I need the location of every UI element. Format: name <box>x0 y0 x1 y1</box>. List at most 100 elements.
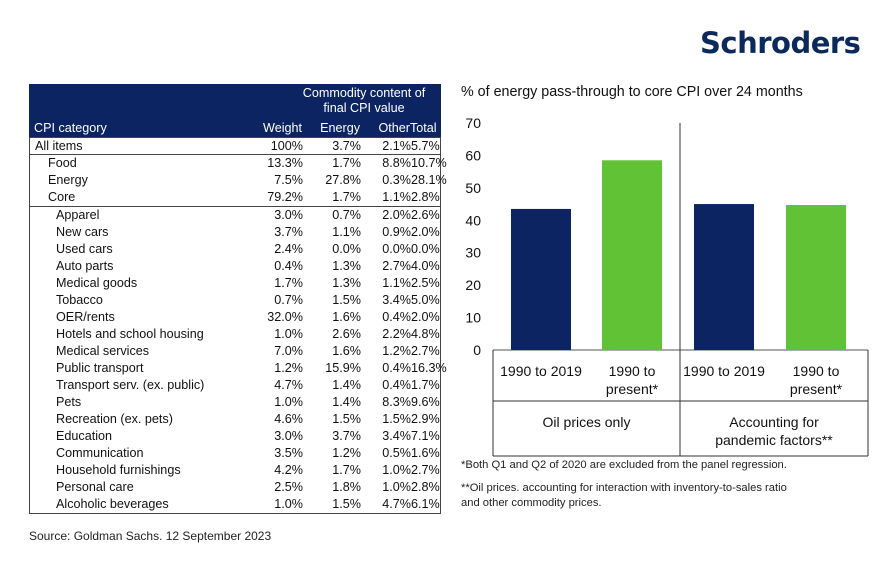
cell-weight: 1.0% <box>274 497 303 511</box>
x-tick-label: present* <box>790 381 843 397</box>
x-tick-label: 1990 to <box>793 363 840 379</box>
cell-weight: 1.0% <box>274 327 303 341</box>
cell-category: Apparel <box>56 208 100 222</box>
cell-category: Public transport <box>56 361 144 375</box>
group-label: pandemic factors** <box>715 432 833 448</box>
cell-weight: 7.0% <box>274 344 303 358</box>
cell-energy: 27.8% <box>325 173 361 187</box>
table-row: Medical services 7.0% 1.6% 1.2% 2.7% <box>30 343 440 360</box>
cell-other: 1.1% <box>382 190 411 204</box>
cell-energy: 3.7% <box>332 429 361 443</box>
cell-total: 5.0% <box>411 293 440 307</box>
cell-other: 2.2% <box>382 327 411 341</box>
cell-total: 2.0% <box>411 225 440 239</box>
table-row: Public transport 1.2% 15.9% 0.4% 16.3% <box>30 360 447 377</box>
cell-weight: 79.2% <box>267 190 303 204</box>
cell-energy: 1.4% <box>332 378 361 392</box>
cell-category: Education <box>56 429 113 443</box>
bar <box>602 160 662 350</box>
table-row: Food 13.3% 1.7% 8.8% 10.7% <box>30 155 447 172</box>
cell-total: 4.8% <box>411 327 440 341</box>
source-note: Source: Goldman Sachs. 12 September 2023 <box>29 529 272 543</box>
cell-other: 0.5% <box>382 446 411 460</box>
cell-other: 1.5% <box>382 412 411 426</box>
cell-weight: 32.0% <box>267 310 303 324</box>
cell-weight: 3.0% <box>274 208 303 222</box>
cell-energy: 1.2% <box>332 446 361 460</box>
table-row: Apparel 3.0% 0.7% 2.0% 2.6% <box>30 207 440 224</box>
table-row: Transport serv. (ex. public) 4.7% 1.4% 0.4%… <box>30 377 440 394</box>
cell-weight: 2.5% <box>274 480 303 494</box>
col-weight: Weight <box>263 121 302 135</box>
cell-weight: 3.5% <box>274 446 303 460</box>
cell-total: 7.1% <box>411 429 440 443</box>
cell-weight: 4.6% <box>274 412 303 426</box>
bar <box>511 208 571 350</box>
cell-other: 2.7% <box>382 259 411 273</box>
cell-other: 0.9% <box>382 225 411 239</box>
cell-category: Transport serv. (ex. public) <box>56 378 205 392</box>
cell-weight: 3.7% <box>274 225 303 239</box>
cell-weight: 4.7% <box>274 378 303 392</box>
cell-total: 2.8% <box>411 190 440 204</box>
cell-total: 4.0% <box>411 259 440 273</box>
cell-category: Household furnishings <box>56 463 181 477</box>
table-row: Personal care 2.5% 1.8% 1.0% 2.8% <box>30 479 440 496</box>
chart-title: % of energy pass-through to core CPI ove… <box>461 84 803 100</box>
cell-other: 0.4% <box>382 310 411 324</box>
cell-energy: 2.6% <box>332 327 361 341</box>
cell-total: 9.6% <box>411 395 440 409</box>
cell-weight: 1.7% <box>274 276 303 290</box>
cell-energy: 0.7% <box>332 208 361 222</box>
cell-other: 1.0% <box>382 463 411 477</box>
cell-category: Core <box>48 190 76 204</box>
cell-category: Alcoholic beverages <box>56 497 169 511</box>
table-row: Auto parts 0.4% 1.3% 2.7% 4.0% <box>30 258 440 275</box>
cell-total: 2.5% <box>411 276 440 290</box>
cell-total: 2.9% <box>411 412 440 426</box>
table-row: Recreation (ex. pets) 4.6% 1.5% 1.5% 2.9% <box>30 411 440 428</box>
cell-category: Food <box>48 156 77 170</box>
cell-weight: 7.5% <box>274 173 303 187</box>
cell-energy: 15.9% <box>325 361 361 375</box>
footnote-1: *Both Q1 and Q2 of 2020 are excluded fro… <box>461 459 787 471</box>
cell-total: 1.7% <box>411 378 440 392</box>
cell-total: 16.3% <box>411 361 447 375</box>
cell-energy: 1.4% <box>332 395 361 409</box>
cell-total: 2.7% <box>411 463 440 477</box>
cell-energy: 1.3% <box>332 259 361 273</box>
cell-category: Used cars <box>56 242 113 256</box>
table-row: New cars 3.7% 1.1% 0.9% 2.0% <box>30 224 440 241</box>
table-row: Energy 7.5% 27.8% 0.3% 28.1% <box>30 172 447 189</box>
cell-total: 0.0% <box>411 242 440 256</box>
x-tick-label: 1990 to <box>609 363 656 379</box>
table-row: Used cars 2.4% 0.0% 0.0% 0.0% <box>30 241 440 258</box>
table-row: Medical goods 1.7% 1.3% 1.1% 2.5% <box>30 275 440 292</box>
cell-category: Personal care <box>56 480 134 494</box>
cell-other: 0.4% <box>382 378 411 392</box>
column-headers: CPI category Weight Energy Other Total <box>29 120 441 137</box>
y-tick-label: 30 <box>465 245 481 261</box>
schroders-logo: Schroders <box>700 26 861 60</box>
cell-category: Hotels and school housing <box>56 327 204 341</box>
cell-weight: 4.2% <box>274 463 303 477</box>
cell-other: 0.4% <box>382 361 411 375</box>
cell-energy: 1.5% <box>332 497 361 511</box>
cell-other: 4.7% <box>382 497 411 511</box>
cell-total: 2.0% <box>411 310 440 324</box>
cell-energy: 1.6% <box>332 344 361 358</box>
cell-category: Auto parts <box>56 259 114 273</box>
cell-other: 1.0% <box>382 480 411 494</box>
commodity-header: Commodity content of final CPI value <box>302 86 426 115</box>
cell-other: 3.4% <box>382 293 411 307</box>
cell-energy: 1.7% <box>332 190 361 204</box>
table-row: Communication 3.5% 1.2% 0.5% 1.6% <box>30 445 440 462</box>
y-tick-label: 0 <box>473 342 481 358</box>
cell-other: 0.0% <box>382 242 411 256</box>
cell-other: 0.3% <box>382 173 411 187</box>
table-header: Commodity content of final CPI value CPI… <box>29 84 441 137</box>
col-total: Total <box>410 121 437 135</box>
cell-total: 1.6% <box>411 446 440 460</box>
x-tick-label: present* <box>606 381 659 397</box>
cell-energy: 1.6% <box>332 310 361 324</box>
